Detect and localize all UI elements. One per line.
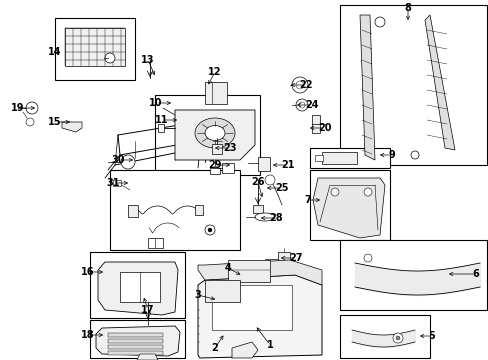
Text: 19: 19 bbox=[11, 103, 25, 113]
Circle shape bbox=[264, 175, 274, 185]
Bar bbox=[128, 205, 138, 217]
Circle shape bbox=[392, 333, 402, 343]
Circle shape bbox=[207, 228, 212, 232]
Text: 2: 2 bbox=[211, 343, 218, 353]
Circle shape bbox=[291, 77, 307, 93]
Bar bbox=[227, 260, 269, 282]
Bar bbox=[55, 18, 135, 80]
Text: 10: 10 bbox=[149, 98, 163, 108]
Text: 26: 26 bbox=[251, 177, 264, 187]
Bar bbox=[309, 170, 389, 240]
Polygon shape bbox=[198, 275, 321, 358]
Bar bbox=[321, 152, 356, 164]
Text: 1: 1 bbox=[266, 340, 273, 350]
Polygon shape bbox=[231, 342, 258, 358]
Text: 21: 21 bbox=[281, 160, 294, 170]
Text: 13: 13 bbox=[141, 55, 154, 65]
Text: 29: 29 bbox=[208, 160, 221, 170]
Text: 7: 7 bbox=[304, 195, 311, 205]
Circle shape bbox=[26, 118, 34, 126]
Text: 27: 27 bbox=[289, 253, 302, 263]
Circle shape bbox=[363, 188, 371, 196]
Polygon shape bbox=[312, 178, 384, 238]
Polygon shape bbox=[424, 15, 454, 150]
Bar bbox=[108, 345, 163, 349]
Text: 15: 15 bbox=[48, 117, 61, 127]
Ellipse shape bbox=[204, 126, 224, 140]
Text: 5: 5 bbox=[428, 331, 434, 341]
Bar bbox=[339, 315, 429, 358]
Text: 4: 4 bbox=[224, 263, 231, 273]
Circle shape bbox=[374, 17, 384, 27]
Text: 16: 16 bbox=[81, 267, 95, 277]
Text: 8: 8 bbox=[404, 3, 410, 13]
Bar bbox=[120, 272, 160, 302]
Bar bbox=[339, 240, 486, 310]
Circle shape bbox=[298, 102, 305, 108]
Bar bbox=[90, 320, 184, 358]
Bar bbox=[155, 95, 260, 175]
Circle shape bbox=[105, 53, 115, 63]
Bar bbox=[311, 115, 319, 133]
Text: 31: 31 bbox=[106, 178, 120, 188]
Bar bbox=[258, 157, 269, 171]
Bar bbox=[278, 252, 289, 266]
Circle shape bbox=[295, 81, 304, 89]
Ellipse shape bbox=[254, 213, 274, 221]
Text: 14: 14 bbox=[48, 47, 61, 57]
Bar bbox=[339, 5, 486, 165]
Bar bbox=[108, 339, 163, 343]
Bar bbox=[158, 124, 163, 132]
Circle shape bbox=[410, 151, 418, 159]
Bar bbox=[204, 280, 240, 302]
Circle shape bbox=[204, 225, 215, 235]
Ellipse shape bbox=[195, 118, 235, 148]
Text: 11: 11 bbox=[155, 115, 168, 125]
Text: 22: 22 bbox=[299, 80, 312, 90]
Bar bbox=[212, 285, 291, 330]
Circle shape bbox=[121, 155, 135, 169]
Text: 20: 20 bbox=[318, 123, 331, 133]
Circle shape bbox=[395, 336, 399, 340]
Bar bbox=[90, 252, 184, 318]
Text: 12: 12 bbox=[208, 67, 221, 77]
Bar bbox=[65, 28, 125, 66]
Bar bbox=[108, 333, 163, 337]
Bar bbox=[309, 148, 389, 168]
Bar bbox=[222, 163, 234, 173]
Bar bbox=[195, 205, 203, 215]
Bar bbox=[252, 205, 263, 213]
Circle shape bbox=[295, 99, 307, 111]
Polygon shape bbox=[198, 260, 321, 285]
Circle shape bbox=[26, 102, 38, 114]
Text: 24: 24 bbox=[305, 100, 318, 110]
Bar bbox=[108, 351, 163, 355]
Text: 17: 17 bbox=[141, 305, 154, 315]
Text: 18: 18 bbox=[81, 330, 95, 340]
Polygon shape bbox=[137, 354, 158, 360]
Bar bbox=[204, 82, 226, 104]
Bar bbox=[148, 238, 163, 248]
Polygon shape bbox=[359, 15, 374, 160]
Text: 25: 25 bbox=[275, 183, 288, 193]
Text: 30: 30 bbox=[111, 155, 124, 165]
Text: 23: 23 bbox=[223, 143, 236, 153]
Polygon shape bbox=[98, 262, 178, 315]
Bar bbox=[314, 155, 323, 161]
Polygon shape bbox=[62, 122, 82, 132]
Bar bbox=[113, 180, 121, 186]
Text: 6: 6 bbox=[472, 269, 478, 279]
Text: 28: 28 bbox=[268, 213, 282, 223]
Polygon shape bbox=[175, 110, 254, 160]
Polygon shape bbox=[96, 326, 180, 356]
Circle shape bbox=[330, 188, 338, 196]
Bar bbox=[110, 170, 240, 250]
Circle shape bbox=[363, 254, 371, 262]
Bar bbox=[209, 168, 220, 174]
Bar bbox=[212, 144, 222, 154]
Text: 9: 9 bbox=[388, 150, 395, 160]
Text: 3: 3 bbox=[194, 290, 201, 300]
